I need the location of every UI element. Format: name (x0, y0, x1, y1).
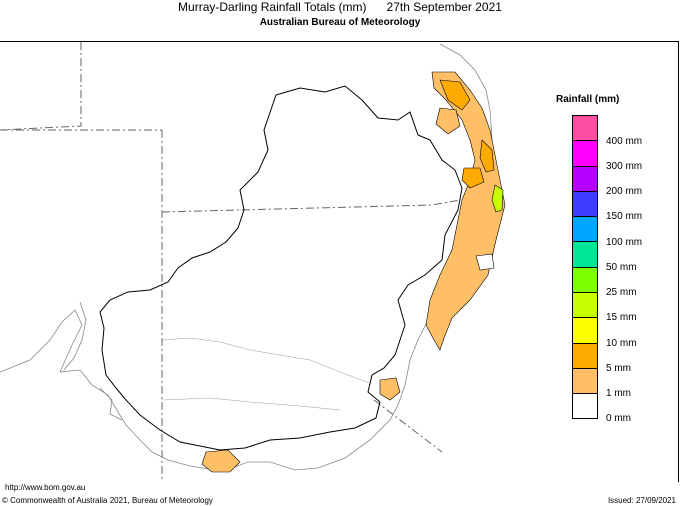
legend-swatch (572, 367, 598, 394)
legend-label-400: 400 mm (606, 136, 643, 147)
rain-1mm-inland (435, 107, 461, 135)
map-subtitle: Australian Bureau of Meteorology (259, 17, 421, 28)
issued-date: Issued: 27/09/2021 (607, 496, 676, 505)
legend-swatch (572, 317, 598, 343)
rain-5mm-mid (479, 139, 495, 173)
legend-label-10: 10 mm (606, 338, 637, 349)
legend-swatch (572, 140, 598, 166)
legend-label-5: 5 mm (606, 363, 631, 374)
coastline (0, 43, 493, 471)
legend-label-0: 0 mm (606, 413, 631, 424)
rain-1mm-act (379, 377, 401, 401)
rain-5mm-ring (461, 167, 485, 189)
river-lines (161, 337, 373, 411)
state-borders (0, 42, 461, 482)
map-frame (0, 41, 679, 482)
source-url[interactable]: http://www.bom.gov.au (5, 483, 86, 492)
rain-5mm-north (439, 79, 471, 111)
rain-0mm-gap (475, 253, 495, 271)
murray-darling-basin-boundary (99, 85, 463, 451)
border-qld-nsw (161, 199, 461, 213)
legend-swatch (572, 241, 598, 267)
legend-swatch (572, 165, 598, 191)
legend-swatches (572, 115, 598, 419)
legend-swatch (572, 216, 598, 242)
legend-label-200: 200 mm (606, 186, 643, 197)
legend-swatch (572, 292, 598, 318)
legend-swatch (572, 342, 598, 368)
map-title: Murray-Darling Rainfall Totals (mm) 27th… (178, 0, 502, 14)
legend-swatch (572, 266, 598, 293)
legend-label-300: 300 mm (606, 161, 643, 172)
rain-15mm-patch (491, 184, 504, 213)
legend-swatch (572, 393, 598, 419)
legend-label-50: 50 mm (606, 262, 637, 273)
rain-1mm-east (425, 71, 506, 351)
legend-swatch (572, 115, 598, 141)
legend-label-25: 25 mm (606, 287, 637, 298)
legend-title: Rainfall (mm) (556, 94, 620, 105)
rainfall-areas (201, 71, 506, 473)
border-nt-qld (0, 42, 82, 131)
border-nsw-vic (373, 399, 443, 453)
legend-label-100: 100 mm (606, 237, 643, 248)
rain-1mm-south (201, 449, 241, 473)
legend-label-1: 1 mm (606, 388, 631, 399)
legend-swatch (572, 190, 598, 217)
legend-label-15: 15 mm (606, 312, 637, 323)
legend-label-150: 150 mm (606, 211, 643, 222)
copyright-notice: © Commonwealth of Australia 2021, Bureau… (2, 496, 213, 505)
